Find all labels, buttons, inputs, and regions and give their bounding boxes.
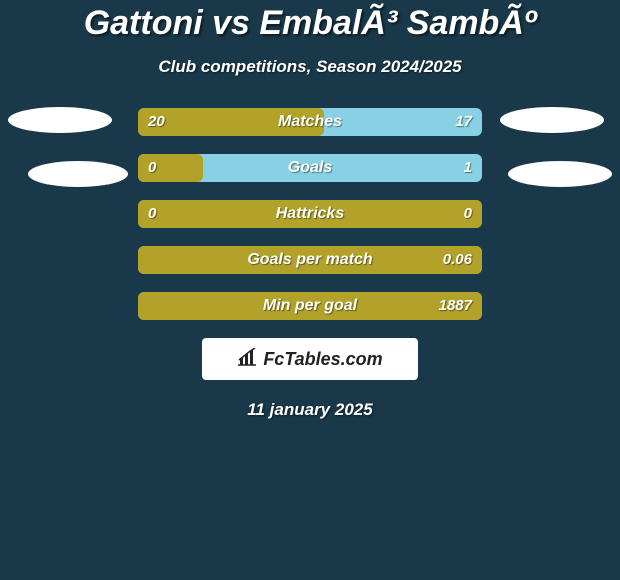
stat-row-hattricks: 0 Hattricks 0 <box>138 200 482 228</box>
logo-box: FcTables.com <box>202 338 418 380</box>
page-title: Gattoni vs EmbalÃ³ SambÃº <box>0 4 620 43</box>
stat-value-right: 0.06 <box>443 246 472 274</box>
avatar-right <box>500 107 612 187</box>
stat-row-matches: 20 Matches 17 <box>138 108 482 136</box>
stat-label: Min per goal <box>138 292 482 320</box>
avatar-ellipse <box>500 107 604 133</box>
stat-value-right: 1 <box>464 154 472 182</box>
avatar-ellipse <box>8 107 112 133</box>
infographic: Gattoni vs EmbalÃ³ SambÃº Club competiti… <box>0 4 620 420</box>
stat-row-goals-per-match: Goals per match 0.06 <box>138 246 482 274</box>
stat-row-min-per-goal: Min per goal 1887 <box>138 292 482 320</box>
avatar-left <box>8 107 128 187</box>
avatar-ellipse <box>28 161 128 187</box>
stat-label: Hattricks <box>138 200 482 228</box>
stat-label: Matches <box>138 108 482 136</box>
stat-label: Goals <box>138 154 482 182</box>
stat-row-goals: 0 Goals 1 <box>138 154 482 182</box>
stat-value-right: 0 <box>464 200 472 228</box>
date-line: 11 january 2025 <box>0 400 620 420</box>
avatar-ellipse <box>508 161 612 187</box>
stat-label: Goals per match <box>138 246 482 274</box>
bar-chart-icon <box>237 348 257 371</box>
page-subtitle: Club competitions, Season 2024/2025 <box>0 57 620 77</box>
stats-column: 20 Matches 17 0 Goals 1 0 Hattricks 0 Go… <box>138 108 482 320</box>
stat-value-right: 1887 <box>439 292 472 320</box>
stat-value-right: 17 <box>455 108 472 136</box>
logo-text: FcTables.com <box>263 349 382 370</box>
